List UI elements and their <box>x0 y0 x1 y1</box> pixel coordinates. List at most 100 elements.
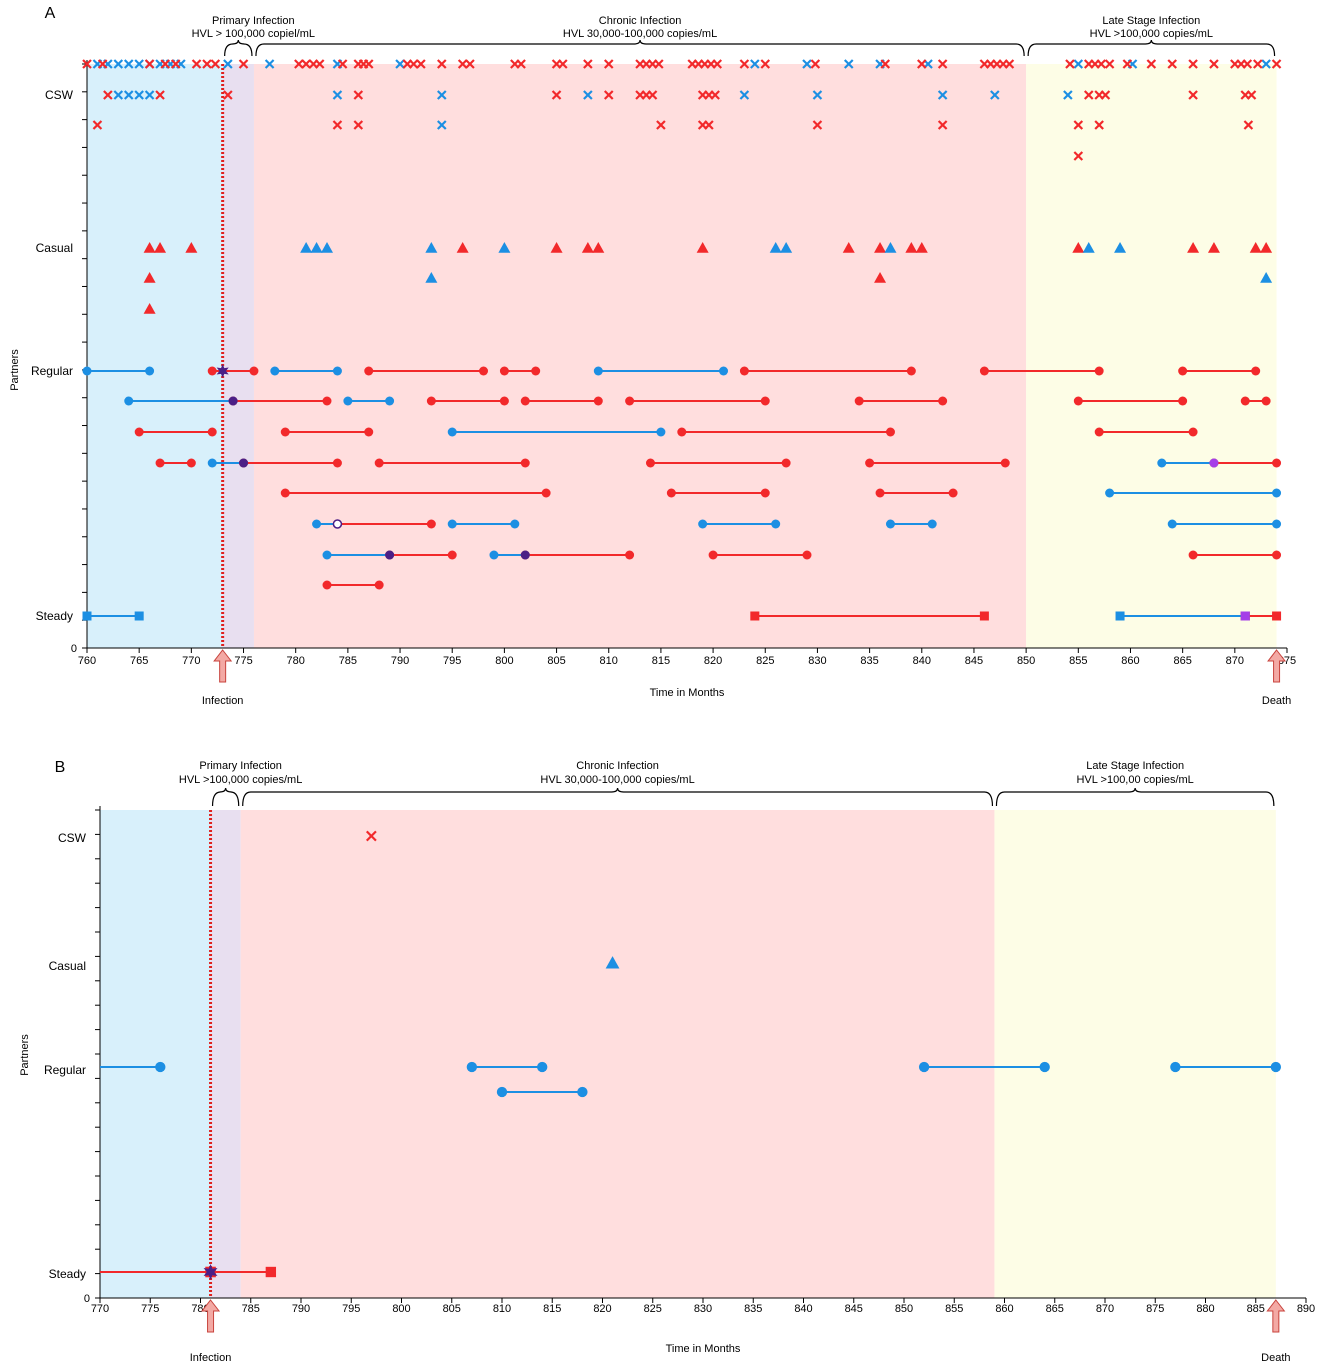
death-label: Death <box>1262 695 1291 707</box>
csw-contact-mark <box>1104 59 1115 69</box>
steady-endpoint <box>82 611 92 621</box>
chart-panel-a: 0 CSW Casual Regular Steady Partners 760 765 770… <box>9 5 1296 707</box>
csw-contact-mark <box>416 59 426 69</box>
csw-cross-stroke <box>97 59 108 69</box>
x-tick-label: 850 <box>1017 655 1035 667</box>
csw-contact-mark <box>990 90 1000 100</box>
x-tick-label: 875 <box>1146 1303 1164 1315</box>
steady-endpoint <box>265 1266 277 1278</box>
csw-cross-stroke <box>1243 120 1254 130</box>
regular-endpoint <box>927 519 937 529</box>
regular-endpoint <box>207 458 217 468</box>
casual-contact-mark <box>696 242 709 253</box>
regular-endpoint <box>1105 488 1115 498</box>
regular-endpoint <box>760 396 770 406</box>
casual-contact-mark <box>592 242 605 253</box>
y-zero-label: 0 <box>71 643 77 655</box>
regular-endpoint <box>322 550 332 560</box>
x-tick-label: 800 <box>495 655 513 667</box>
csw-cross-stroke <box>1209 59 1219 69</box>
csw-cross-stroke <box>880 59 891 69</box>
x-tick-label: 795 <box>342 1303 360 1315</box>
regular-endpoint <box>343 396 353 406</box>
csw-cross-stroke <box>1253 59 1263 69</box>
infection-arrow <box>213 649 233 683</box>
regular-endpoint <box>979 366 989 376</box>
regular-endpoint <box>854 396 864 406</box>
regular-endpoint <box>1272 519 1282 529</box>
phase-title: Chronic Infection <box>576 760 659 772</box>
csw-contact-mark <box>202 59 212 69</box>
regular-endpoint <box>466 1061 478 1073</box>
regular-endpoint <box>364 366 374 376</box>
x-tick-label: 865 <box>1046 1303 1064 1315</box>
steady-endpoint <box>979 611 989 621</box>
regular-endpoint <box>520 396 530 406</box>
csw-cross-stroke <box>113 59 124 69</box>
x-tick-label: 795 <box>443 655 461 667</box>
regular-endpoint <box>499 366 509 376</box>
csw-cross-stroke <box>264 59 275 69</box>
csw-contact-mark <box>750 59 760 69</box>
regular-endpoint <box>593 366 603 376</box>
x-tick-label: 860 <box>1121 655 1139 667</box>
x-tick-label: 825 <box>644 1303 662 1315</box>
csw-contact-mark <box>802 59 812 69</box>
csw-cross-stroke <box>654 59 664 69</box>
death-arrow <box>1266 1299 1286 1333</box>
csw-contact-mark <box>155 90 165 100</box>
casual-contact-mark <box>581 242 594 253</box>
csw-cross-stroke <box>1246 90 1257 100</box>
csw-cross-stroke <box>603 59 614 69</box>
regular-endpoint <box>270 366 280 376</box>
regular-endpoint <box>280 427 290 437</box>
casual-contact-mark <box>1260 242 1273 253</box>
casual-contact-mark <box>874 242 887 253</box>
csw-contact-mark <box>656 120 666 130</box>
x-tick-label: 855 <box>1069 655 1087 667</box>
csw-contact-mark <box>294 59 304 69</box>
transmission-mark <box>228 396 238 406</box>
csw-contact-mark <box>1073 120 1084 130</box>
regular-endpoint <box>499 396 509 406</box>
regular-endpoint <box>426 396 436 406</box>
chronic-infection-region <box>253 64 1027 648</box>
regular-endpoint <box>906 366 916 376</box>
csw-contact-mark <box>123 59 134 69</box>
transmission-mark <box>385 550 395 560</box>
casual-contact-mark <box>185 242 198 253</box>
regular-endpoint <box>374 458 384 468</box>
x-tick-label: 855 <box>945 1303 963 1315</box>
regular-endpoint <box>447 550 457 560</box>
regular-endpoint <box>875 488 885 498</box>
phase-hvl-label: HVL 30,000-100,000 copies/mL <box>540 774 694 786</box>
casual-contact-mark <box>425 272 438 283</box>
regular-endpoint <box>1170 1061 1181 1073</box>
casual-contact-mark <box>1249 242 1262 253</box>
csw-contact-mark <box>332 90 343 100</box>
csw-cross-stroke <box>353 120 364 130</box>
csw-cross-stroke <box>437 59 447 69</box>
csw-cross-stroke <box>917 59 927 69</box>
csw-contact-mark <box>937 59 948 69</box>
csw-contact-mark <box>654 59 664 69</box>
phase-hvl-label: HVL >100,000 copies/mL <box>179 774 302 786</box>
regular-endpoint <box>802 550 812 560</box>
casual-contact-mark <box>769 242 782 253</box>
phase-hvl-label: HVL >100,00 copies/mL <box>1076 774 1193 786</box>
csw-contact-mark <box>134 90 144 100</box>
x-tick-label: 805 <box>547 655 565 667</box>
regular-endpoint <box>1261 396 1271 406</box>
regular-endpoint <box>1167 519 1177 529</box>
regular-endpoint <box>885 519 895 529</box>
csw-cross-stroke <box>551 90 562 100</box>
regular-endpoint <box>1272 488 1282 498</box>
x-tick-label: 835 <box>744 1303 762 1315</box>
regular-endpoint <box>760 488 770 498</box>
regular-endpoint <box>1188 427 1198 437</box>
regular-endpoint <box>186 458 196 468</box>
csw-contact-mark <box>1188 90 1198 100</box>
csw-contact-mark <box>917 59 927 69</box>
csw-cross-stroke <box>134 90 144 100</box>
